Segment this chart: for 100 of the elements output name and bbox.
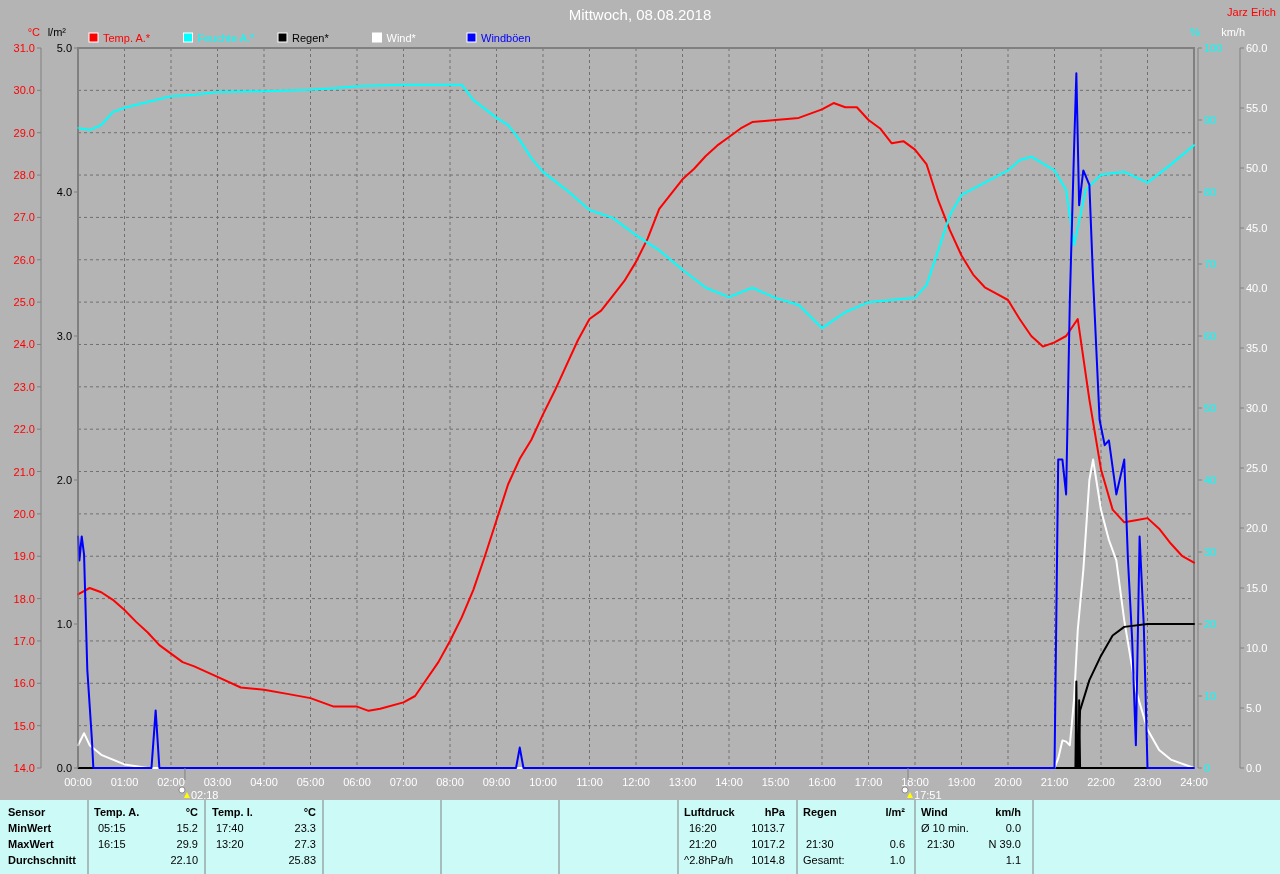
y-tick-label: 17.0 <box>13 634 35 647</box>
y2-tick-label: 10 <box>1204 690 1217 702</box>
text: 15.2 <box>176 822 198 834</box>
text: Regen <box>803 806 837 818</box>
x-tick-label: 09:00 <box>482 776 511 788</box>
text: 29.9 <box>176 838 198 850</box>
y-tick-label: 30.0 <box>13 84 35 97</box>
text: Temp. I. <box>212 806 253 818</box>
y2-tick-label: 60 <box>1204 330 1217 342</box>
x-tick-label: 21:00 <box>1040 776 1069 788</box>
x-tick-label: 17:00 <box>854 776 883 788</box>
y3-tick-label: 55.0 <box>1246 102 1268 114</box>
x-tick-label: 15:00 <box>761 776 790 788</box>
y-tick-label: 1.0 <box>56 618 72 630</box>
y-tick-label: 16.0 <box>13 677 35 690</box>
y-tick-label: 20.0 <box>13 507 35 520</box>
text: 27.3 <box>294 838 316 850</box>
text: 21:30 <box>927 838 955 850</box>
text: °C <box>185 806 199 818</box>
y2-tick-label: 100 <box>1204 42 1223 54</box>
y3-tick-label: 5.0 <box>1246 702 1262 714</box>
y-tick-label: 15.0 <box>13 719 35 732</box>
text: 1.0 <box>889 854 905 866</box>
y2-tick-label: 90 <box>1204 114 1217 126</box>
y2-tick-label: 30 <box>1204 546 1217 558</box>
y3-axis-title: km/h <box>1221 26 1245 38</box>
y-tick-label: 18.0 <box>13 592 35 605</box>
text: 05:15 <box>98 822 126 834</box>
x-tick-label: 04:00 <box>250 776 278 788</box>
y3-tick-label: 60.0 <box>1246 42 1268 54</box>
text: 0.0 <box>1005 822 1021 834</box>
text: l/m² <box>885 806 906 818</box>
y-tick-label: 27.0 <box>13 211 35 224</box>
x-tick-label: 24:00 <box>1180 776 1208 788</box>
y2-tick-label: 20 <box>1204 618 1217 630</box>
x-tick-label: 10:00 <box>529 776 557 788</box>
x-tick-label: 11:00 <box>576 776 603 788</box>
text: Ø 10 min. <box>921 822 969 834</box>
text: km/h <box>995 806 1022 818</box>
x-tick-label: 06:00 <box>343 776 371 788</box>
y2-tick-label: 80 <box>1204 186 1217 198</box>
y-tick-label: 25.0 <box>13 296 35 309</box>
text: hPa <box>764 806 786 818</box>
text: 16:20 <box>689 822 717 834</box>
text: MinWert <box>8 822 52 834</box>
y-tick-label: 2.0 <box>56 474 72 486</box>
text: Wind <box>921 806 948 818</box>
text: Durchschnitt <box>8 854 77 866</box>
y3-tick-label: 10.0 <box>1246 642 1268 654</box>
y-tick-label: 23.0 <box>13 380 35 393</box>
y-tick-label: 4.0 <box>56 186 72 198</box>
x-tick-label: 18:00 <box>901 776 929 788</box>
x-tick-label: 03:00 <box>203 776 232 788</box>
y3-tick-label: 45.0 <box>1246 222 1268 234</box>
text: 1014.8 <box>751 854 785 866</box>
y-tick-label: 28.0 <box>13 169 35 182</box>
y2-tick-label: 70 <box>1204 258 1217 270</box>
y3-tick-label: 15.0 <box>1246 582 1268 594</box>
legend-label: Windböen <box>481 32 531 44</box>
y3-tick-label: 30.0 <box>1246 402 1268 414</box>
text: 23.3 <box>294 822 316 834</box>
y3-tick-label: 0.0 <box>1246 762 1262 774</box>
text: 1017.2 <box>751 838 785 850</box>
x-tick-label: 14:00 <box>715 776 743 788</box>
x-tick-label: 19:00 <box>947 776 976 788</box>
text: Jarz Erich <box>1227 6 1276 18</box>
text: 25.83 <box>288 854 316 866</box>
text: 21:30 <box>806 838 834 850</box>
y-axis-title: l/m² <box>47 26 67 38</box>
annotation: 02:18 <box>190 789 219 801</box>
text: N 39.0 <box>988 838 1021 850</box>
text: °C <box>303 806 317 818</box>
x-tick-label: 07:00 <box>389 776 418 788</box>
chart-title: Mittwoch, 08.08.2018 <box>568 6 712 23</box>
text: 17:40 <box>216 822 244 834</box>
text: 13:20 <box>216 838 244 850</box>
y-tick-label: 21.0 <box>13 465 35 478</box>
x-tick-label: 02:00 <box>157 776 185 788</box>
text: 21:20 <box>689 838 717 850</box>
y2-tick-label: 0 <box>1204 762 1211 774</box>
x-tick-label: 08:00 <box>436 776 464 788</box>
x-tick-label: 05:00 <box>296 776 325 788</box>
x-tick-label: 00:00 <box>64 776 92 788</box>
y-tick-label: 3.0 <box>56 330 72 342</box>
legend-label: Wind* <box>386 32 417 44</box>
y3-tick-label: 40.0 <box>1246 282 1268 294</box>
legend-label: Regen* <box>292 32 330 44</box>
y-tick-label: 19.0 <box>13 550 35 563</box>
text: 1013.7 <box>751 822 785 834</box>
text: 16:15 <box>98 838 126 850</box>
y3-tick-label: 25.0 <box>1246 462 1268 474</box>
text: Sensor <box>8 806 47 818</box>
x-tick-label: 13:00 <box>668 776 697 788</box>
y2-axis-title: % <box>1190 26 1201 38</box>
y-tick-label: 24.0 <box>13 338 35 351</box>
text: 1.1 <box>1005 854 1021 866</box>
x-tick-label: 16:00 <box>808 776 836 788</box>
text: 22.10 <box>170 854 198 866</box>
y3-tick-label: 20.0 <box>1246 522 1268 534</box>
x-tick-label: 22:00 <box>1087 776 1115 788</box>
